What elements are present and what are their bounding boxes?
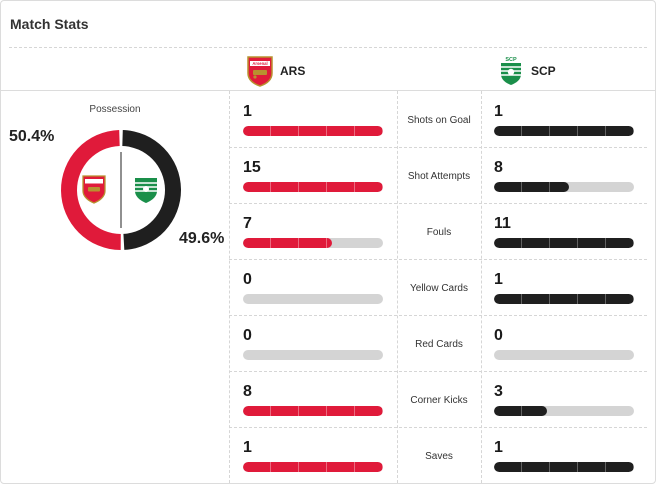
column-divider xyxy=(481,91,482,483)
stat-home-bar-fill xyxy=(243,462,383,472)
stat-away-value: 8 xyxy=(494,159,503,176)
stat-home-bar-fill xyxy=(243,182,383,192)
stat-away-bar-fill xyxy=(494,462,634,472)
column-divider xyxy=(229,91,230,483)
stat-away-value: 3 xyxy=(494,383,503,400)
row-divider xyxy=(229,203,647,204)
row-divider xyxy=(229,427,647,428)
row-divider xyxy=(229,259,647,260)
stat-home-bar xyxy=(243,182,383,192)
stat-label: Fouls xyxy=(426,227,452,238)
stat-away-bar xyxy=(494,350,634,360)
stat-home-value: 15 xyxy=(243,159,261,176)
stat-home-value: 1 xyxy=(243,439,252,456)
row-divider xyxy=(229,371,647,372)
row-divider xyxy=(229,147,647,148)
stat-away-bar-fill xyxy=(494,182,569,192)
arsenal-crest-icon xyxy=(82,175,106,204)
sporting-crest-icon xyxy=(135,178,157,203)
stat-away-value: 1 xyxy=(494,271,503,288)
stat-home-value: 7 xyxy=(243,215,252,232)
stat-label: Shots on Goal xyxy=(407,115,471,126)
stat-away-value: 1 xyxy=(494,439,503,456)
stat-home-value: 0 xyxy=(243,327,252,344)
stat-home-value: 0 xyxy=(243,271,252,288)
stat-away-value: 11 xyxy=(494,215,511,232)
stat-home-bar-fill xyxy=(243,238,333,248)
stat-label: Saves xyxy=(425,451,453,462)
possession-arc-home xyxy=(60,130,121,250)
stat-away-bar xyxy=(494,238,634,248)
stat-home-bar xyxy=(243,462,383,472)
stat-away-bar xyxy=(494,406,634,416)
section-title: Match Stats xyxy=(10,16,89,32)
stat-label: Shot Attempts xyxy=(407,171,471,182)
team-abbr-away: SCP xyxy=(531,64,556,78)
header-divider xyxy=(1,90,655,91)
stat-label: Yellow Cards xyxy=(410,283,468,294)
stat-home-bar-fill xyxy=(243,406,383,416)
team-abbr-home: ARS xyxy=(280,64,306,78)
stat-away-bar-fill xyxy=(494,126,634,136)
stat-label: Corner Kicks xyxy=(410,395,468,406)
possession-donut xyxy=(60,130,182,250)
divider xyxy=(9,47,647,48)
stat-home-bar xyxy=(243,350,383,360)
team-header-home: Arsenal ARS xyxy=(246,54,305,88)
row-divider xyxy=(229,315,647,316)
stat-away-bar-fill xyxy=(494,294,634,304)
stat-away-bar-fill xyxy=(494,406,547,416)
possession-away-pct: 49.6% xyxy=(179,230,225,247)
possession-home-pct: 50.4% xyxy=(9,128,55,145)
sporting-crest-icon: SCP xyxy=(501,57,521,85)
stat-home-bar xyxy=(243,294,383,304)
stat-away-value: 0 xyxy=(494,327,503,344)
stat-away-bar xyxy=(494,294,634,304)
team-header-away: SCP SCP xyxy=(497,54,556,88)
stat-away-bar xyxy=(494,182,634,192)
stat-away-bar xyxy=(494,126,634,136)
stat-home-bar-fill xyxy=(243,126,383,136)
stat-label: Red Cards xyxy=(415,339,463,350)
stat-home-value: 1 xyxy=(243,103,252,120)
stat-away-value: 1 xyxy=(494,103,503,120)
stat-home-bar xyxy=(243,238,383,248)
crest-lettering: SCP xyxy=(505,57,517,63)
stat-home-value: 8 xyxy=(243,383,252,400)
stat-home-bar xyxy=(243,126,383,136)
crest-lettering: Arsenal xyxy=(252,61,267,66)
stat-away-bar-fill xyxy=(494,238,634,248)
possession-label: Possession xyxy=(89,104,141,115)
possession-arc-away xyxy=(122,130,182,250)
column-divider xyxy=(397,91,398,483)
stat-away-bar xyxy=(494,462,634,472)
stat-home-bar xyxy=(243,406,383,416)
arsenal-crest-icon: Arsenal xyxy=(247,56,273,87)
